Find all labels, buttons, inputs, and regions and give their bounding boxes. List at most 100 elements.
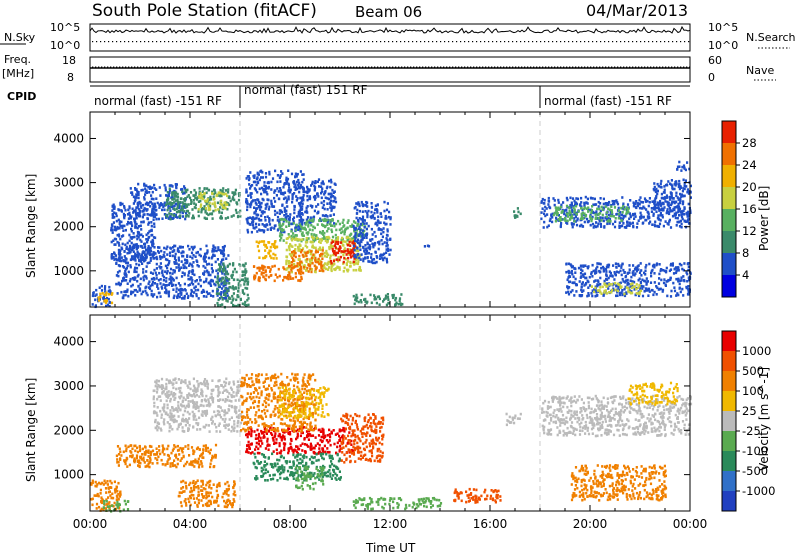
- nsearch-point: [308, 41, 310, 43]
- heatmap-cell: [586, 266, 590, 270]
- nsearch-point: [116, 41, 118, 43]
- heatmap-cell: [590, 217, 594, 221]
- nsearch-point: [252, 41, 254, 43]
- heatmap-cell: [606, 222, 609, 226]
- nsearch-point: [348, 41, 350, 43]
- heatmap-cell: [135, 206, 138, 209]
- heatmap-cell: [299, 229, 302, 233]
- heatmap-cell: [137, 236, 140, 239]
- heatmap-cell: [267, 252, 271, 255]
- nsearch-point: [112, 41, 114, 43]
- heatmap-cell: [172, 288, 175, 291]
- heatmap-cell: [236, 215, 240, 219]
- heatmap-cell: [614, 217, 617, 220]
- heatmap-cell: [578, 280, 581, 283]
- heatmap-cell: [221, 398, 224, 402]
- heatmap-cell: [193, 245, 196, 249]
- heatmap-cell: [183, 273, 186, 277]
- heatmap-cell: [236, 430, 239, 433]
- heatmap-cell: [355, 249, 358, 253]
- heatmap-cell: [426, 244, 429, 248]
- heatmap-cell: [600, 266, 603, 270]
- heatmap-cell: [552, 197, 555, 200]
- heatmap-cell: [610, 203, 613, 207]
- heatmap-cell: [306, 216, 310, 219]
- heatmap-cell: [274, 189, 277, 192]
- heatmap-cell: [307, 231, 310, 234]
- heatmap-cell: [102, 483, 105, 486]
- heatmap-cell: [151, 255, 154, 258]
- heatmap-cell: [222, 247, 225, 251]
- heatmap-cell: [216, 272, 219, 275]
- heatmap-cell: [621, 196, 624, 199]
- heatmap-cell: [299, 265, 302, 269]
- heatmap-cell: [571, 208, 574, 212]
- heatmap-cell: [659, 185, 662, 189]
- nsearch-point: [212, 41, 214, 43]
- heatmap-cell: [159, 399, 162, 402]
- heatmap-cell: [160, 249, 163, 253]
- heatmap-cell: [95, 502, 99, 506]
- heatmap-cell: [578, 294, 581, 297]
- heatmap-cell: [678, 286, 681, 290]
- heatmap-cell: [661, 288, 665, 292]
- heatmap-cell: [241, 274, 244, 277]
- nave-point: [689, 66, 691, 68]
- heatmap-cell: [547, 196, 550, 200]
- heatmap-cell: [620, 266, 623, 269]
- heatmap-cell: [103, 502, 106, 506]
- heatmap-cell: [139, 238, 142, 242]
- heatmap-cell: [606, 278, 609, 281]
- heatmap-cell: [99, 488, 102, 492]
- heatmap-cell: [655, 285, 658, 288]
- nsearch-point: [456, 41, 458, 43]
- heatmap-cell: [110, 293, 113, 296]
- nave-point: [461, 66, 463, 68]
- nave-point: [389, 66, 391, 68]
- heatmap-cell: [272, 245, 275, 248]
- heatmap-cell: [129, 265, 132, 269]
- heatmap-cell: [147, 282, 150, 286]
- nave-point: [512, 66, 514, 68]
- heatmap-cell: [270, 226, 273, 230]
- heatmap-cell: [182, 205, 185, 209]
- heatmap-cell: [257, 241, 260, 245]
- heatmap-cell: [587, 292, 590, 295]
- heatmap-cell: [676, 268, 679, 272]
- heatmap-cell: [326, 197, 329, 200]
- heatmap-cell: [118, 220, 121, 223]
- heatmap-cell: [117, 497, 120, 501]
- heatmap-cell: [181, 201, 184, 204]
- heatmap-cell: [380, 239, 383, 242]
- heatmap-cell: [283, 230, 286, 234]
- heatmap-cell: [330, 239, 334, 242]
- heatmap-cell: [269, 268, 272, 271]
- nave-point: [497, 66, 499, 68]
- nsearch-point: [556, 41, 558, 43]
- heatmap-cell: [151, 240, 155, 243]
- heatmap-cell: [130, 248, 134, 252]
- heatmap-cell: [371, 233, 374, 236]
- heatmap-cell: [661, 214, 664, 217]
- heatmap-cell: [688, 293, 691, 296]
- heatmap-cell: [255, 183, 258, 187]
- heatmap-cell: [289, 243, 292, 246]
- heatmap-cell: [557, 208, 561, 211]
- heatmap-cell: [118, 259, 121, 263]
- heatmap-cell: [686, 161, 689, 164]
- heatmap-cell: [633, 268, 637, 271]
- heatmap-cell: [330, 241, 333, 245]
- noise-panel: [89, 23, 691, 52]
- heatmap-cell: [295, 175, 298, 178]
- heatmap-cell: [686, 279, 689, 283]
- heatmap-cell: [128, 211, 131, 215]
- heatmap-cell: [97, 299, 101, 302]
- heatmap-cell: [134, 259, 137, 262]
- nsearch-point: [416, 41, 418, 43]
- heatmap-cell: [567, 286, 570, 290]
- nave-point: [170, 66, 172, 68]
- heatmap-cell: [234, 208, 238, 212]
- heatmap-cell: [342, 260, 345, 264]
- heatmap-cell: [96, 483, 99, 486]
